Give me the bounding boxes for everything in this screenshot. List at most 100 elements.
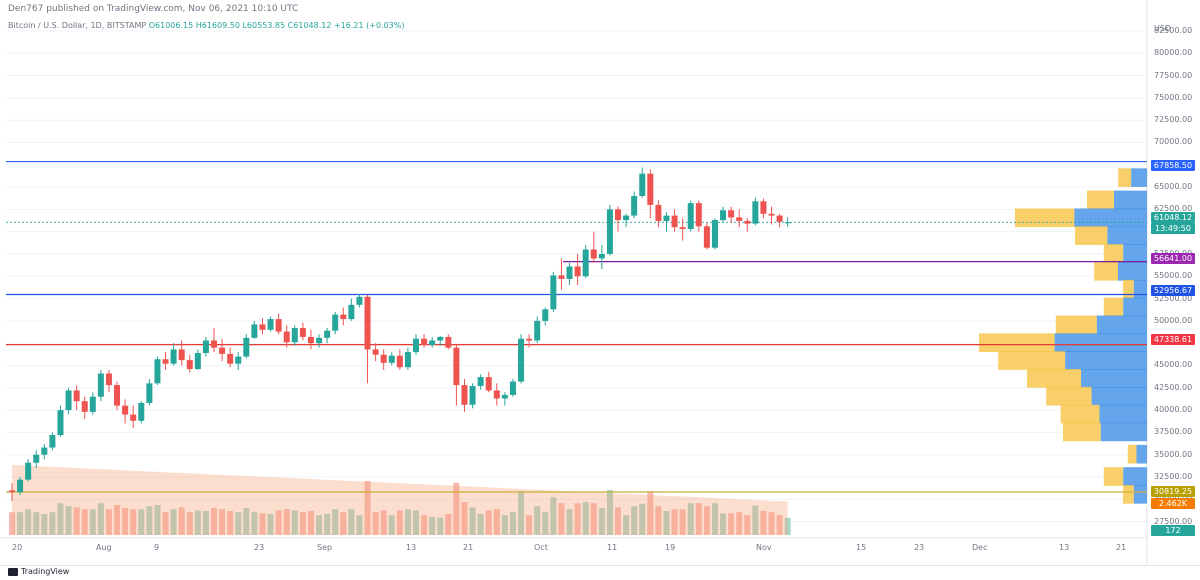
price-tick-label: 45000.00	[1154, 360, 1193, 370]
candle-body	[251, 324, 258, 338]
volume-bar	[566, 509, 573, 535]
price-tick-label: 80000.00	[1154, 48, 1193, 58]
candle-body	[316, 337, 323, 344]
tradingview-logo[interactable]: TradingView	[8, 567, 69, 576]
time-tick-label: 21	[463, 543, 474, 552]
candle-body	[340, 314, 347, 320]
candle-body	[57, 410, 64, 436]
volume-profile-down	[1136, 444, 1147, 464]
volume-bar	[388, 515, 395, 535]
volume-profile-down	[1131, 168, 1147, 187]
candle-body	[631, 195, 638, 216]
volume-bar	[768, 512, 775, 535]
volume-bar	[776, 515, 783, 535]
volume-bar	[372, 512, 379, 535]
candle-body	[534, 320, 541, 341]
time-tick-label: Nov	[756, 543, 772, 552]
candle-body	[736, 217, 743, 221]
candle-body	[364, 296, 371, 350]
candle-body	[453, 347, 460, 386]
candle-body	[526, 338, 533, 341]
volume-profile-up	[1015, 208, 1075, 228]
volume-profile-up	[1123, 279, 1134, 299]
volume-profile-up	[1087, 190, 1114, 210]
symbol-legend: Bitcoin / U.S. Dollar, 1D, BITSTAMP O610…	[8, 18, 404, 34]
time-tick-label: 11	[607, 543, 618, 552]
candle-body	[138, 402, 145, 421]
volume-bar	[663, 511, 670, 535]
price-tick-label: 35000.00	[1154, 449, 1193, 459]
volume-bar	[711, 503, 718, 535]
candle-body	[752, 201, 759, 224]
volume-profile-up	[1103, 244, 1124, 263]
volume-bar	[453, 482, 460, 535]
volume-bar	[582, 502, 589, 535]
price-tick-label: 82500.00	[1154, 25, 1193, 35]
candle-body	[275, 319, 282, 332]
price-chart[interactable]	[0, 0, 1200, 565]
candle-body	[671, 215, 678, 228]
price-tag: 13:49:50	[1151, 223, 1195, 234]
candle-body	[518, 338, 525, 382]
candle-body	[65, 390, 72, 411]
candle-body	[461, 385, 468, 405]
volume-bar	[138, 509, 145, 535]
volume-profile-up	[1055, 315, 1097, 335]
price-tag: 52956.67	[1151, 285, 1195, 296]
candle-body	[9, 490, 15, 493]
price-tick-label: 75000.00	[1154, 92, 1193, 102]
high-value: H61609.50	[195, 21, 240, 30]
volume-bar	[404, 509, 411, 535]
candle-body	[283, 331, 290, 343]
volume-profile-down	[1099, 404, 1147, 424]
volume-bar	[340, 512, 347, 535]
candle-body	[122, 405, 129, 415]
price-tick-label: 27500.00	[1154, 516, 1193, 526]
volume-bar	[647, 491, 654, 535]
volume-bar	[227, 511, 234, 535]
volume-bar	[623, 515, 630, 535]
volume-profile-down	[1081, 369, 1147, 388]
volume-bar	[356, 515, 363, 535]
candle-body	[324, 330, 331, 338]
price-tag: 172	[1151, 525, 1195, 536]
symbol-name[interactable]: Bitcoin / U.S. Dollar, 1D, BITSTAMP	[8, 21, 147, 30]
volume-bar	[122, 508, 129, 535]
volume-bar	[380, 510, 387, 535]
volume-bar	[324, 514, 331, 535]
candle-body	[509, 381, 516, 395]
volume-bar	[57, 503, 64, 535]
volume-bar	[154, 505, 161, 535]
volume-bar	[186, 512, 193, 535]
candle-body	[73, 390, 80, 402]
volume-bar	[728, 513, 735, 535]
candle-body	[445, 336, 452, 348]
candle-body	[81, 401, 88, 412]
volume-profile-up	[1046, 386, 1092, 406]
candle-body	[259, 324, 266, 330]
volume-bar	[558, 503, 565, 535]
volume-bar	[534, 506, 541, 535]
volume-bar	[679, 509, 686, 535]
volume-bar	[130, 509, 137, 535]
volume-bar	[396, 510, 403, 535]
volume-bar	[316, 515, 323, 535]
open-value: O61006.15	[148, 21, 194, 30]
candle-body	[372, 349, 379, 355]
volume-bar	[606, 490, 613, 535]
candle-body	[404, 352, 411, 368]
volume-bar	[194, 510, 201, 535]
volume-bar	[461, 502, 468, 535]
volume-profile-up	[1123, 485, 1134, 504]
candle-body	[663, 215, 670, 221]
volume-bar	[235, 512, 242, 535]
volume-bar	[720, 513, 727, 535]
volume-bar	[97, 503, 104, 535]
candle-body	[437, 336, 444, 341]
price-tag: 67858.50	[1151, 160, 1195, 171]
candle-body	[146, 383, 153, 403]
change-value: +16.21 (+0.03%)	[333, 21, 405, 30]
candle-body	[558, 275, 565, 279]
volume-bar	[170, 509, 177, 535]
candle-body	[291, 328, 298, 343]
